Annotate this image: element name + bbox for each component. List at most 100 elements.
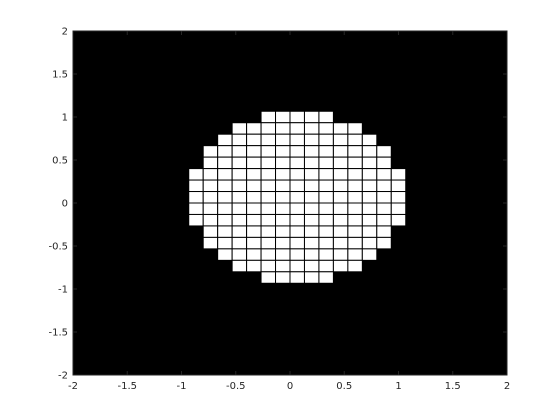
grid-cell <box>318 168 334 181</box>
cell-grid <box>188 110 407 284</box>
grid-cell <box>347 168 363 181</box>
grid-cell <box>260 156 277 170</box>
plot-frame <box>72 30 508 376</box>
grid-cell <box>332 168 349 181</box>
grid-cell <box>289 259 305 273</box>
grid-cell <box>376 145 392 158</box>
grid-cell <box>318 179 334 193</box>
grid-cell <box>390 191 407 204</box>
grid-cell <box>275 259 291 273</box>
y-tick-label: 1 <box>62 113 68 124</box>
grid-cell <box>347 191 363 204</box>
grid-cell <box>303 248 320 261</box>
grid-cell <box>361 236 378 250</box>
grid-cell <box>347 122 363 135</box>
grid-cell <box>188 213 204 227</box>
grid-cell <box>318 110 334 124</box>
grid-cell <box>347 248 363 261</box>
grid-cell <box>188 202 204 215</box>
grid-cell <box>303 179 320 193</box>
grid-cell <box>231 259 248 273</box>
grid-cell <box>332 145 349 158</box>
grid-cell <box>289 236 305 250</box>
grid-cell <box>275 133 291 147</box>
grid-cell <box>246 145 262 158</box>
grid-cell <box>202 156 219 170</box>
y-tick-label: -0.5 <box>48 242 68 253</box>
x-tick-label: 0 <box>287 381 293 392</box>
grid-cell <box>361 168 378 181</box>
grid-cell <box>231 145 248 158</box>
grid-cell <box>275 271 291 284</box>
y-tick-label: 0 <box>62 199 68 210</box>
grid-cell <box>289 271 305 284</box>
x-tick-label: 0.5 <box>336 381 352 392</box>
grid-cell <box>217 225 233 238</box>
grid-cell <box>202 168 219 181</box>
x-tick-label: -2 <box>68 381 78 392</box>
grid-cell <box>376 156 392 170</box>
grid-cell <box>332 225 349 238</box>
grid-cell <box>289 179 305 193</box>
grid-cell <box>275 225 291 238</box>
grid-cell <box>275 110 291 124</box>
grid-cell <box>231 213 248 227</box>
grid-cell <box>361 225 378 238</box>
grid-cell <box>332 202 349 215</box>
grid-cell <box>275 156 291 170</box>
grid-cell <box>231 156 248 170</box>
x-tick-label: -1.5 <box>117 381 137 392</box>
grid-cell <box>202 191 219 204</box>
grid-cell <box>217 202 233 215</box>
x-tick-label: -1 <box>177 381 187 392</box>
grid-cell <box>289 225 305 238</box>
grid-cell <box>303 202 320 215</box>
grid-cell <box>289 191 305 204</box>
grid-cell <box>217 168 233 181</box>
grid-cell <box>246 191 262 204</box>
grid-cell <box>217 191 233 204</box>
grid-cell <box>318 225 334 238</box>
grid-cell <box>303 110 320 124</box>
grid-cell <box>390 168 407 181</box>
grid-cell <box>332 248 349 261</box>
grid-cell <box>289 110 305 124</box>
grid-cell <box>231 202 248 215</box>
grid-cell <box>246 236 262 250</box>
grid-cell <box>260 259 277 273</box>
grid-cell <box>260 202 277 215</box>
grid-cell <box>202 179 219 193</box>
grid-cell <box>217 133 233 147</box>
grid-cell <box>332 122 349 135</box>
grid-cell <box>246 133 262 147</box>
grid-cell <box>217 156 233 170</box>
grid-cell <box>202 202 219 215</box>
grid-cell <box>246 202 262 215</box>
grid-cell <box>202 145 219 158</box>
grid-cell <box>361 202 378 215</box>
grid-cell <box>390 213 407 227</box>
grid-cell <box>231 225 248 238</box>
grid-cell <box>376 191 392 204</box>
grid-cell <box>376 168 392 181</box>
grid-cell <box>303 145 320 158</box>
grid-cell <box>332 213 349 227</box>
grid-cell <box>217 179 233 193</box>
grid-cell <box>318 248 334 261</box>
grid-cell <box>275 202 291 215</box>
grid-cell <box>303 156 320 170</box>
grid-cell <box>217 236 233 250</box>
x-tick-label: 1.5 <box>445 381 461 392</box>
grid-cell <box>231 133 248 147</box>
grid-cell <box>246 225 262 238</box>
y-tick-label: 0.5 <box>52 156 68 167</box>
grid-cell <box>318 213 334 227</box>
grid-cell <box>318 271 334 284</box>
y-tick-label: 2 <box>62 27 68 38</box>
grid-cell <box>347 179 363 193</box>
grid-cell <box>332 133 349 147</box>
grid-cell <box>361 156 378 170</box>
grid-cell <box>246 168 262 181</box>
grid-cell <box>347 213 363 227</box>
